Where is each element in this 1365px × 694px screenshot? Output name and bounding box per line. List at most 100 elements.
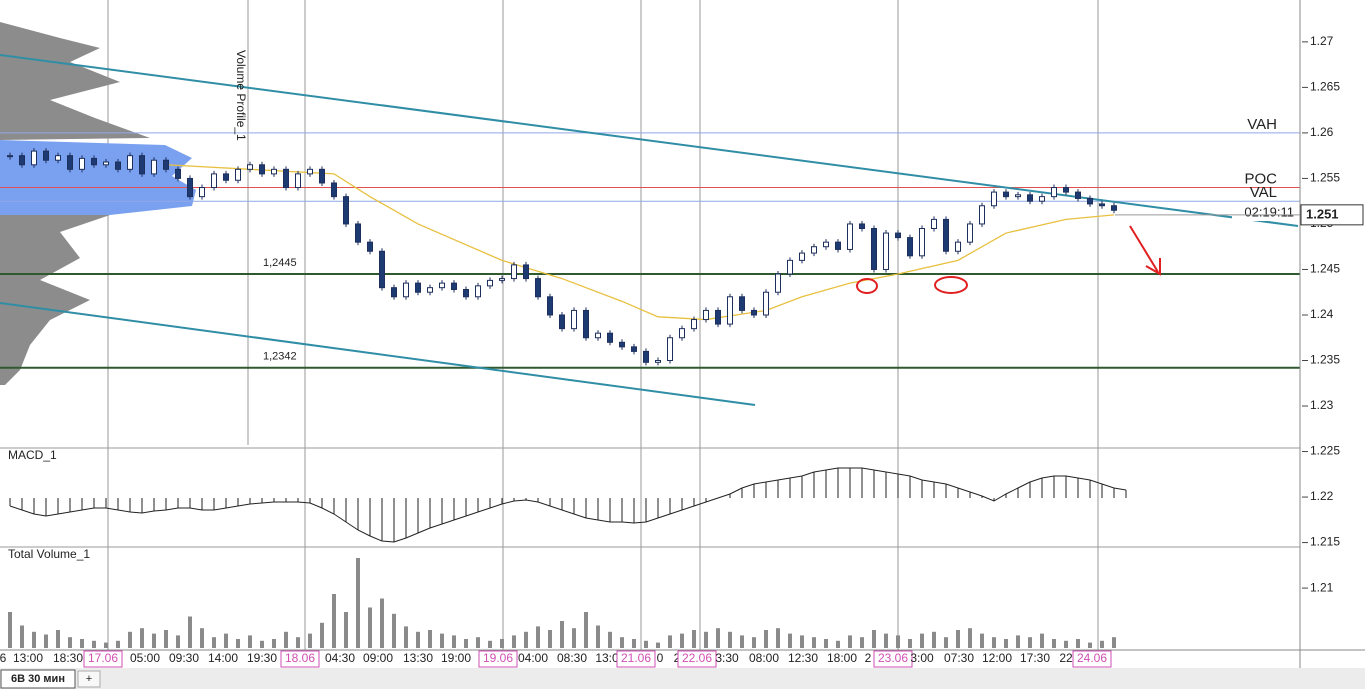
candle: [223, 173, 229, 181]
candle: [115, 161, 121, 170]
candle: [967, 223, 973, 243]
y-tick-label: 1.24: [1310, 307, 1334, 321]
highlight: [934, 276, 968, 294]
volume-bar: [656, 642, 660, 648]
volume-bar: [764, 630, 768, 648]
candle: [1003, 191, 1009, 198]
y-tick-label: 1.225: [1310, 444, 1340, 458]
volume-bar: [164, 630, 168, 648]
volume-bar: [620, 637, 624, 648]
candle: [763, 291, 769, 316]
volume-bar: [1076, 639, 1080, 648]
volume-bar: [860, 637, 864, 648]
y-tick-label: 1.265: [1310, 80, 1340, 94]
time-label: 09:00: [363, 651, 393, 665]
candle: [775, 273, 781, 293]
volume-bar: [1064, 640, 1068, 648]
candle: [1111, 205, 1117, 211]
time-label: 23.06: [878, 651, 908, 665]
volume-bar: [728, 631, 732, 648]
time-label: 3:30: [715, 651, 739, 665]
volume-bar: [140, 628, 144, 648]
y-tick-label: 1.21: [1310, 580, 1334, 594]
candle: [19, 155, 25, 166]
tab[interactable]: [0, 669, 76, 689]
candle: [523, 264, 529, 280]
candle: [7, 155, 13, 158]
volume-bar: [740, 635, 744, 648]
candle: [703, 309, 709, 321]
volume-bar: [968, 628, 972, 648]
volume-bar: [704, 631, 708, 648]
volume-bar: [800, 635, 804, 648]
trend-line: [0, 302, 756, 406]
timer-box: [1232, 205, 1298, 221]
time-label: 2: [865, 651, 872, 665]
volume-bar: [476, 637, 480, 648]
time-label: 2: [674, 651, 681, 665]
volume-bar: [236, 639, 240, 648]
volume-bar: [176, 635, 180, 648]
volume-bar: [524, 631, 528, 648]
candle: [955, 241, 961, 252]
candle: [175, 168, 181, 179]
volume-bar: [332, 594, 336, 648]
volume-bar: [692, 630, 696, 648]
volume-bar: [104, 642, 108, 648]
add-tab-label[interactable]: +: [86, 673, 92, 685]
date-box: [478, 650, 518, 668]
y-tick-label: 1.22: [1310, 489, 1334, 503]
volume-bar: [1028, 637, 1032, 648]
macd-line: [9, 467, 1127, 543]
volume-bar: [632, 639, 636, 648]
level-label: 1,2445: [263, 257, 297, 269]
candle: [259, 164, 265, 175]
volume-bar: [116, 640, 120, 648]
time-label: 04:00: [518, 651, 548, 665]
candle: [451, 282, 457, 290]
time-label: 05:00: [130, 651, 160, 665]
volume-bar: [1016, 635, 1020, 648]
tab-label[interactable]: 6B 30 мин: [11, 673, 65, 685]
candle: [403, 282, 409, 298]
candle: [331, 182, 337, 198]
volume-bar: [272, 639, 276, 648]
volume-bar: [464, 639, 468, 648]
candle: [1027, 194, 1033, 202]
candle: [55, 155, 61, 161]
candle: [631, 346, 637, 352]
candle: [283, 168, 289, 189]
volume-bar: [20, 625, 24, 648]
volume-bar: [980, 633, 984, 648]
candle: [811, 246, 817, 254]
candle: [391, 287, 397, 298]
candle: [235, 168, 241, 181]
candle: [859, 223, 865, 230]
candle: [619, 341, 625, 348]
volume-bar: [992, 637, 996, 648]
candle: [571, 309, 577, 330]
candle: [187, 177, 193, 198]
volume-bar: [32, 631, 36, 648]
tab-bar: [0, 668, 1365, 689]
volume-bar: [884, 633, 888, 648]
add-tab[interactable]: [77, 670, 101, 688]
y-tick-label: 1.235: [1310, 353, 1340, 367]
candle: [499, 278, 505, 281]
candle: [751, 309, 757, 316]
candle: [271, 168, 277, 175]
volume-bar: [848, 635, 852, 648]
volume-bar: [560, 621, 564, 648]
volume-bar: [836, 640, 840, 648]
y-tick-label: 1.255: [1310, 171, 1340, 185]
volume-bar: [1100, 640, 1104, 648]
time-label: 21.06: [621, 651, 651, 665]
candle: [307, 168, 313, 175]
candle: [67, 155, 73, 170]
candle: [895, 232, 901, 239]
level-label: POC: [1244, 171, 1277, 188]
time-label: 22: [1059, 651, 1073, 665]
candle: [643, 350, 649, 363]
volume-bar: [896, 635, 900, 648]
